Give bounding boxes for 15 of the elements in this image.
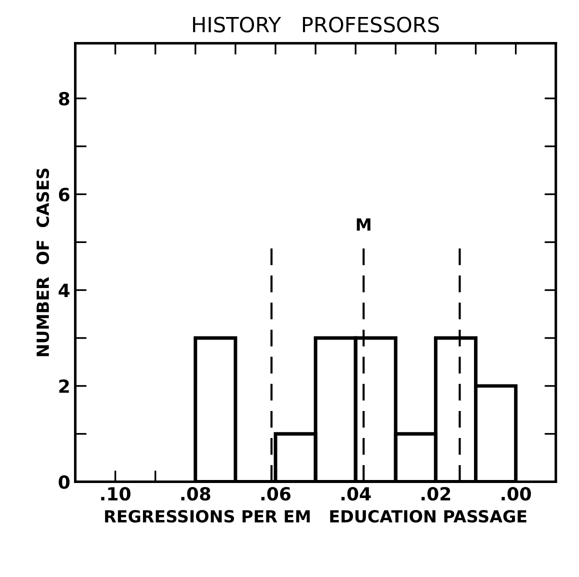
y-tick-label: 4 — [58, 284, 70, 297]
x-tick-label: .10 — [101, 486, 130, 501]
x-tick-label: .04 — [341, 486, 371, 501]
x-tick-label: .00 — [502, 486, 531, 501]
y-tick-label: 8 — [58, 92, 70, 106]
x-tick-label: .08 — [181, 486, 210, 501]
x-axis-title: REGRESSIONS PER EM EDUCATION PASSAGE — [105, 510, 526, 523]
x-tick-label: .02 — [422, 486, 450, 501]
chart-title: HISTORY PROFESSORS — [193, 16, 439, 32]
x-tick-label: .06 — [261, 486, 291, 501]
y-tick-label: 2 — [59, 379, 69, 393]
y-axis-title: NUMBER OF CASES — [36, 168, 50, 356]
y-tick-label: 6 — [58, 188, 70, 202]
ref-line-label: M — [356, 218, 370, 231]
y-tick-label: 0 — [58, 475, 70, 489]
